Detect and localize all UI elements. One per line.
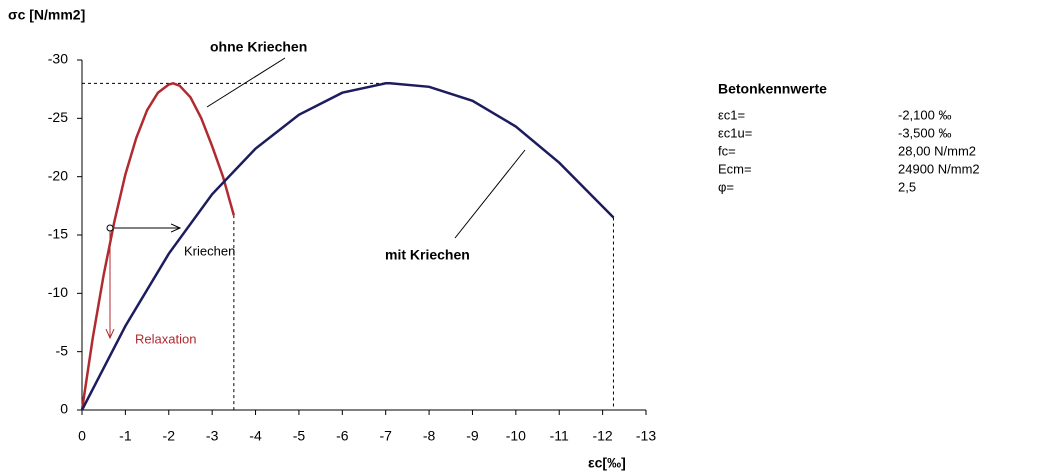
panel-value: 24900 N/mm2 bbox=[898, 161, 980, 176]
line-series bbox=[80, 82, 615, 411]
x-axis-title: εc[‰] bbox=[588, 455, 626, 471]
x-tick-label: -6 bbox=[336, 428, 349, 444]
x-tick-label: -2 bbox=[163, 428, 176, 444]
panel-label: fc= bbox=[718, 143, 736, 158]
annotation: Kriechen bbox=[184, 243, 235, 258]
x-tick-label: -4 bbox=[249, 428, 262, 444]
panel-label: εc1= bbox=[718, 107, 745, 122]
y-tick-label: -30 bbox=[48, 51, 68, 67]
x-tick-label: -1 bbox=[119, 428, 132, 444]
panel-value: 28,00 N/mm2 bbox=[898, 143, 976, 158]
x-tick-label: -5 bbox=[293, 428, 306, 444]
panel-value: -2,100 ‰ bbox=[898, 107, 951, 122]
x-tick-label: -10 bbox=[506, 428, 526, 444]
panel-value: -3,500 ‰ bbox=[898, 125, 951, 140]
y-tick-label: -10 bbox=[48, 284, 68, 300]
leader-line bbox=[454, 149, 526, 239]
panel-rows: εc1= -2,100 ‰ εc1u= -3,500 ‰ fc= 28,00 N/mm2 E… bbox=[718, 107, 980, 194]
panel-value: 2,5 bbox=[898, 179, 916, 194]
leader-line bbox=[206, 57, 286, 108]
x-tick-label: -11 bbox=[550, 428, 569, 444]
marker-point bbox=[106, 224, 114, 232]
x-tick-label: -7 bbox=[379, 428, 392, 444]
panel-label: φ= bbox=[718, 179, 734, 194]
x-tick-label: -3 bbox=[206, 428, 219, 444]
x-tick-label: -13 bbox=[636, 428, 656, 444]
panel-label: Ecm= bbox=[718, 161, 752, 176]
x-tick-label: -8 bbox=[423, 428, 436, 444]
x-tick-label: -9 bbox=[466, 428, 479, 444]
x-tick-label: 0 bbox=[78, 428, 86, 444]
annotation: Relaxation bbox=[135, 331, 196, 346]
line-series bbox=[80, 81, 236, 411]
y-tick-label: -15 bbox=[48, 226, 68, 242]
panel-title: Betonkennwerte bbox=[718, 81, 827, 97]
y-tick-label: -5 bbox=[56, 342, 69, 358]
y-axis-title: σc [N/mm2] bbox=[8, 7, 85, 23]
x-tick-label: -12 bbox=[592, 428, 612, 444]
series-label: mit Kriechen bbox=[385, 247, 470, 263]
y-tick-label: -20 bbox=[48, 167, 68, 183]
y-tick-label: -25 bbox=[48, 109, 68, 125]
series-label: ohne Kriechen bbox=[210, 39, 307, 55]
panel-label: εc1u= bbox=[718, 125, 752, 140]
y-tick-label: 0 bbox=[60, 401, 68, 417]
